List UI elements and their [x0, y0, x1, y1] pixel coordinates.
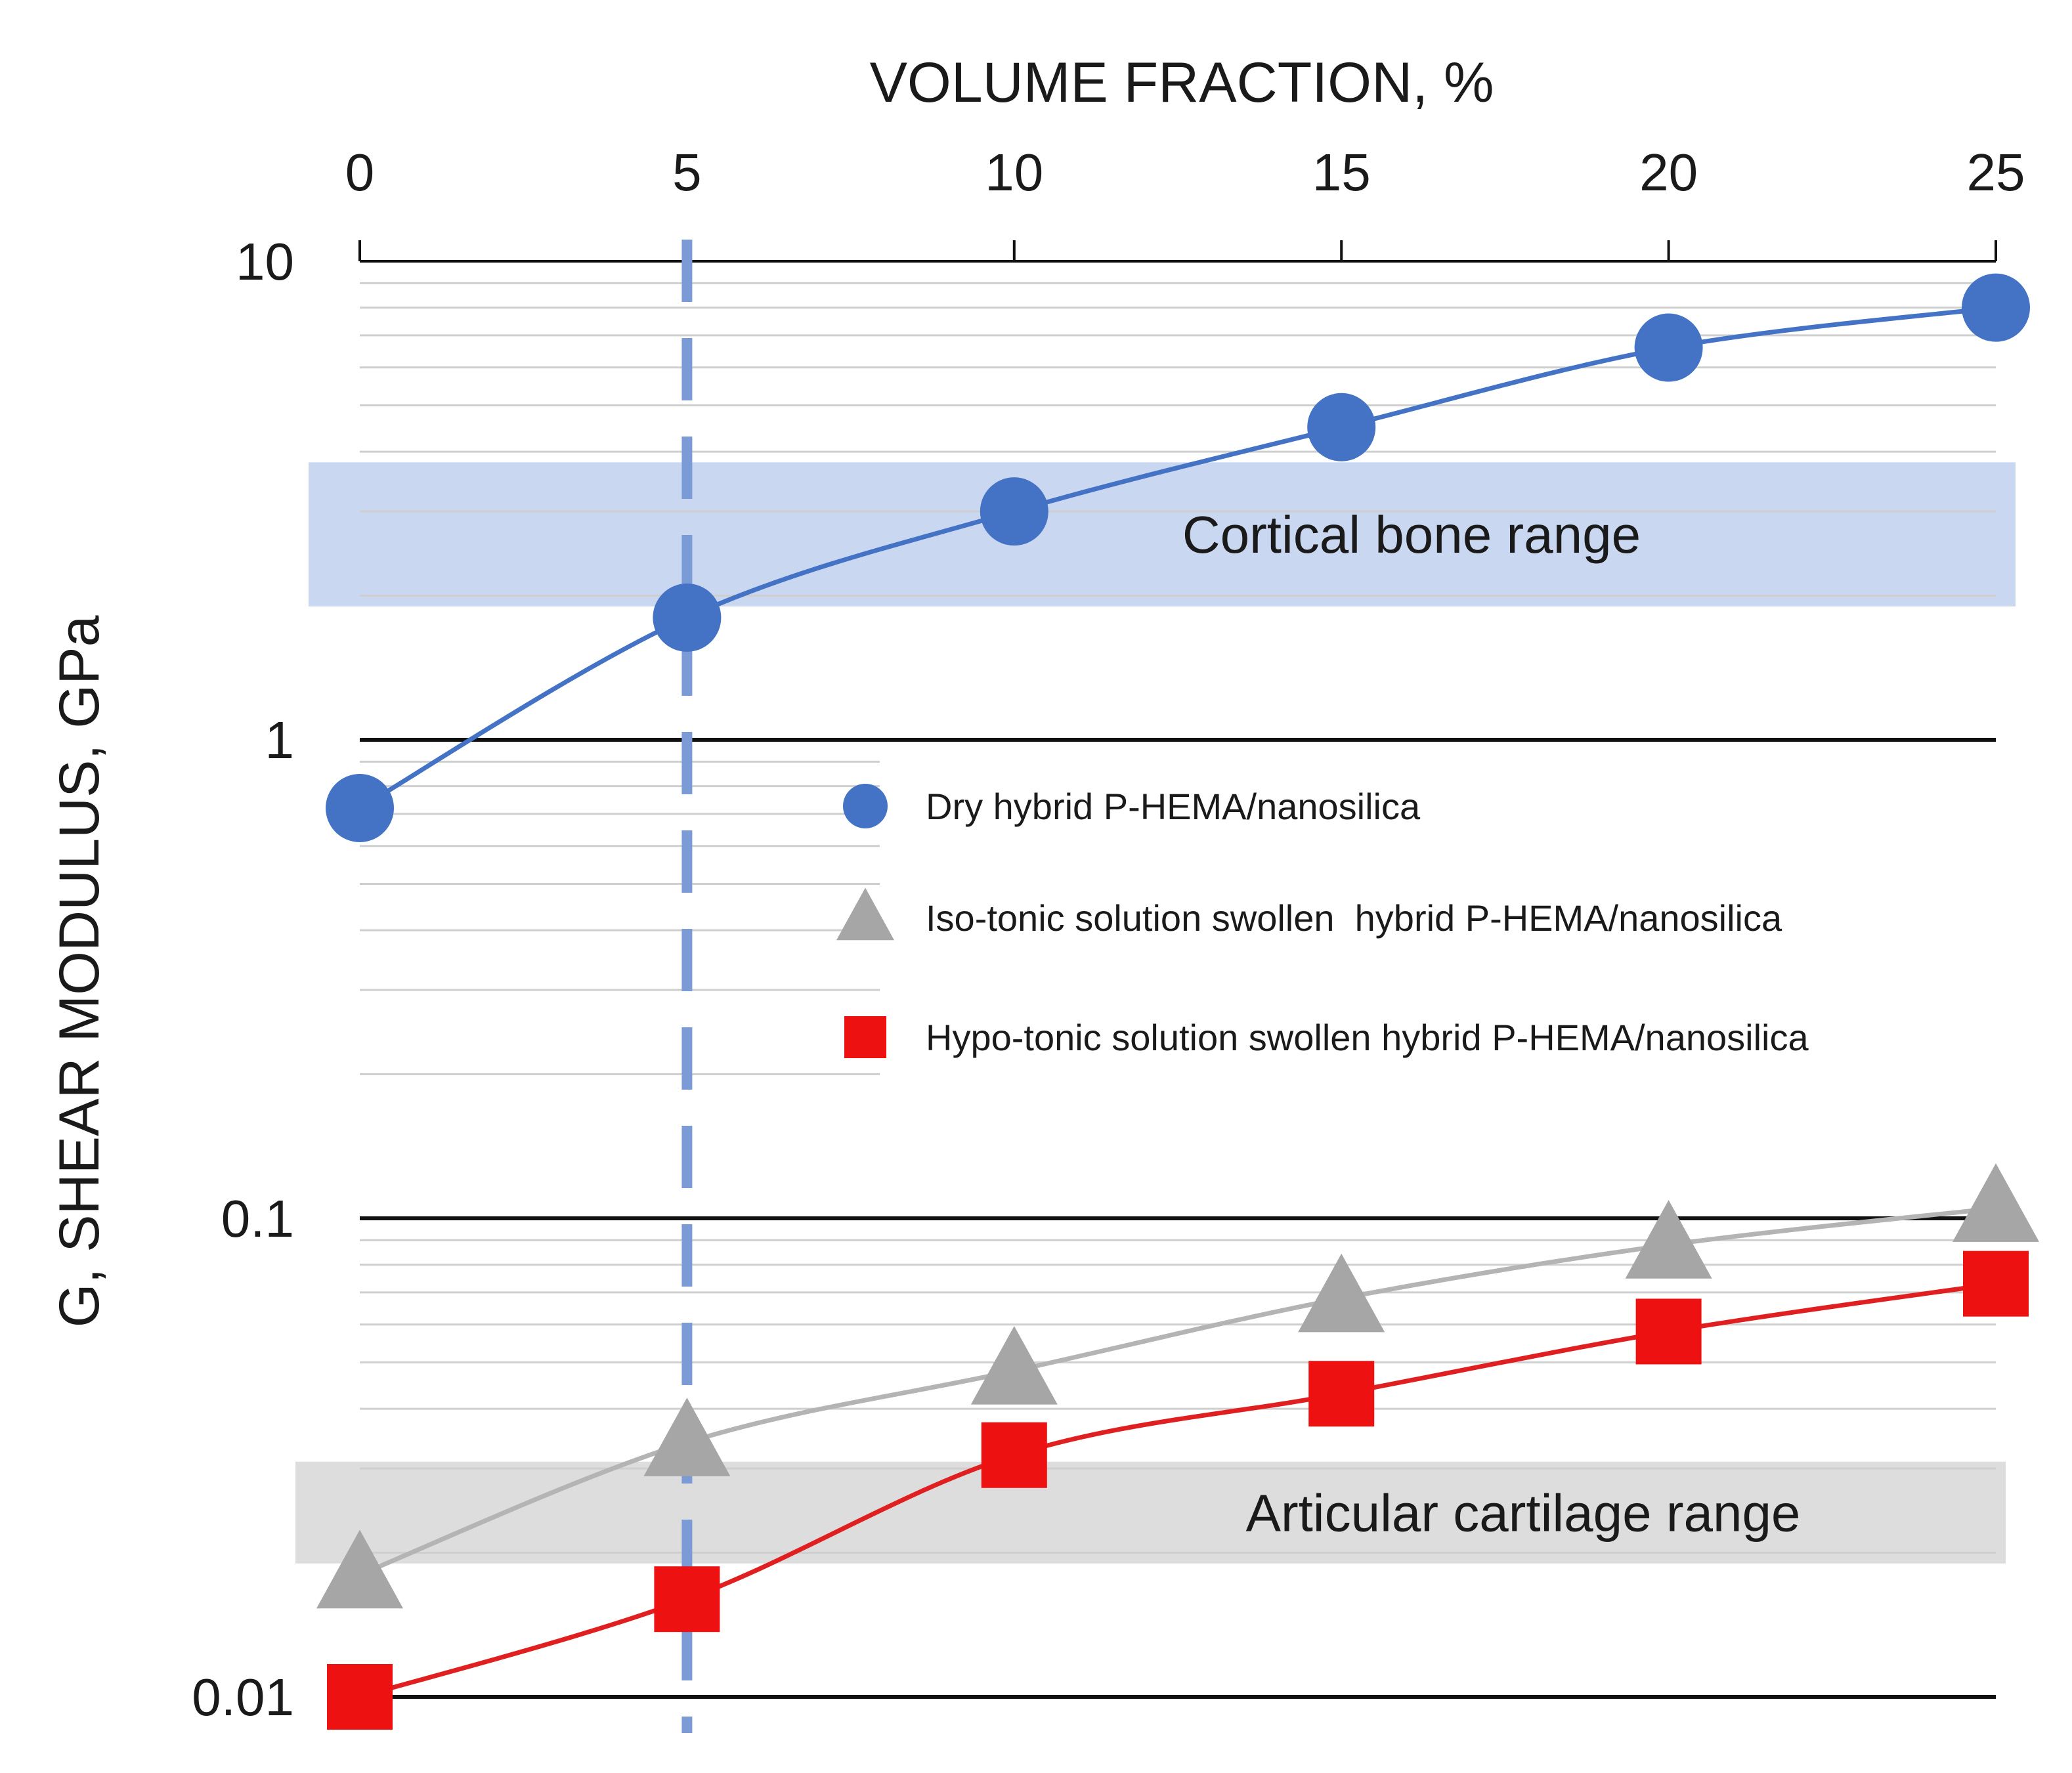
data-point-dry — [1634, 313, 1703, 382]
legend-label-dry: Dry hybrid P-HEMA/nanosilica — [926, 786, 1421, 827]
data-point-dry — [1962, 273, 2030, 342]
x-tick-label: 5 — [672, 143, 702, 202]
series-line-dry — [358, 305, 1996, 811]
y-tick-label: 1 — [265, 711, 295, 769]
x-tick-label: 20 — [1639, 143, 1698, 202]
data-point-hypo-tonic — [654, 1566, 720, 1633]
minor-gridlines — [360, 282, 1996, 1554]
series-lines — [358, 305, 1996, 1699]
data-point-hypo-tonic — [981, 1422, 1047, 1488]
data-point-dry — [326, 774, 394, 843]
legend-marker-dry — [843, 784, 888, 828]
range-bands — [295, 462, 2016, 1564]
band-labels: Cortical bone range Articular cartilage r… — [1182, 505, 1801, 1542]
x-tick-label: 15 — [1312, 143, 1371, 202]
y-axis-title: G, SHEAR MODULUS, GPa — [48, 615, 111, 1327]
x-tick-label: 25 — [1967, 143, 2025, 202]
y-tick-label: 0.1 — [221, 1189, 294, 1248]
data-point-dry — [980, 477, 1048, 546]
data-markers — [316, 273, 2039, 1730]
range-band-cortical-bone — [309, 462, 2016, 607]
series-line-hypo-tonic — [358, 1281, 1996, 1699]
data-point-dry — [1307, 393, 1376, 461]
y-tick-label: 0.01 — [192, 1668, 294, 1726]
data-point-hypo-tonic — [327, 1664, 393, 1730]
data-point-hypo-tonic — [1635, 1298, 1702, 1365]
major-gridlines: 10 1 0.1 0.01 — [192, 232, 1996, 1726]
data-point-iso-tonic — [1625, 1200, 1712, 1279]
data-point-iso-tonic — [643, 1398, 731, 1476]
x-axis-title: VOLUME FRACTION, % — [870, 51, 1494, 114]
x-axis-top: 0 5 10 15 20 25 — [345, 143, 2025, 263]
data-point-hypo-tonic — [1308, 1361, 1375, 1427]
x-tick-label: 0 — [345, 143, 375, 202]
data-point-iso-tonic — [1298, 1253, 1385, 1333]
series-line-iso-tonic — [358, 1206, 1996, 1577]
data-point-iso-tonic — [316, 1529, 403, 1609]
data-point-iso-tonic — [1953, 1163, 2039, 1242]
cortical-bone-label: Cortical bone range — [1182, 505, 1641, 564]
legend-marker-iso-tonic — [836, 887, 894, 941]
x-tick-label: 10 — [985, 143, 1043, 202]
data-point-iso-tonic — [970, 1325, 1058, 1405]
legend-marker-hypo-tonic — [844, 1016, 886, 1058]
articular-cartilage-label: Articular cartilage range — [1246, 1484, 1801, 1542]
data-point-hypo-tonic — [1963, 1250, 2029, 1317]
y-tick-label: 10 — [236, 232, 294, 291]
legend-label-hypo-tonic: Hypo-tonic solution swollen hybrid P-HEM… — [926, 1017, 1809, 1058]
legend: Dry hybrid P-HEMA/nanosilica Iso-tonic so… — [836, 784, 1809, 1058]
legend-label-iso-tonic: Iso-tonic solution swollen hybrid P-HEMA… — [926, 897, 1782, 939]
data-point-dry — [653, 583, 722, 652]
